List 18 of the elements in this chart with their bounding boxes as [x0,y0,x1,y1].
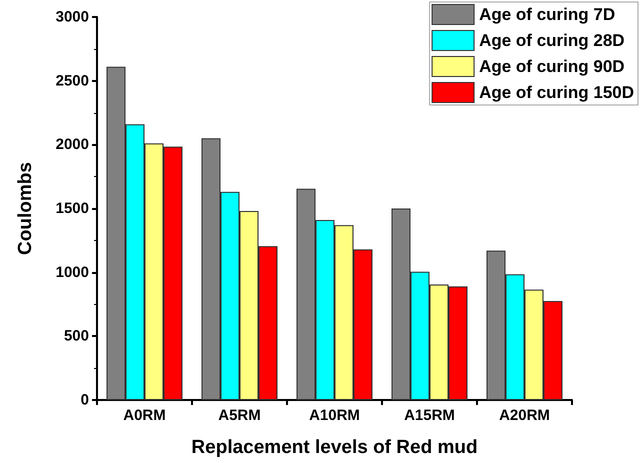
y-tick-label: 2000 [56,136,89,154]
x-tick-label: A20RM [499,407,550,424]
legend-label: Age of curing 150D [479,83,634,102]
y-axis-title: Coulombs [15,162,36,255]
legend-label: Age of curing 28D [479,31,625,50]
x-tick-label: A10RM [309,407,360,424]
x-tick-label: A0RM [123,407,166,424]
y-tick-label: 3000 [56,8,89,26]
y-tick-label: 1000 [56,264,89,281]
legend-label: Age of curing 90D [479,57,625,76]
legend-label: Age of curing 7D [479,5,616,24]
x-tick-label: A5RM [218,407,261,424]
y-tick-label: 0 [80,392,89,408]
y-tick-label: 500 [64,328,89,345]
y-tick-label: 1500 [56,200,89,217]
y-tick-label: 2500 [56,72,89,90]
x-tick-label: A15RM [404,407,455,424]
x-axis-title: Replacement levels of Red mud [191,437,478,458]
